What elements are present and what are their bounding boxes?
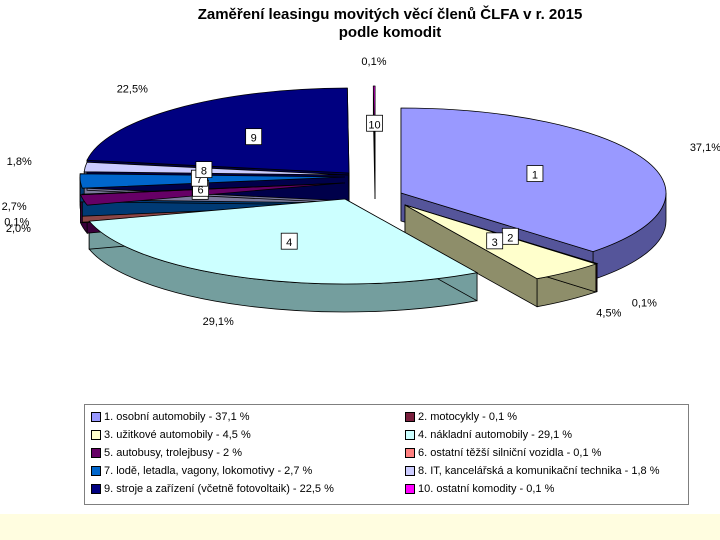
slice-value-label-2: 0,1% bbox=[632, 297, 657, 309]
slice-value-label-4: 29,1% bbox=[203, 316, 234, 328]
slice-number-9: 9 bbox=[251, 133, 257, 145]
legend-item-5: 5. autobusy, trolejbusy - 2 % bbox=[91, 444, 405, 462]
slice-number-2: 2 bbox=[507, 232, 513, 244]
slice-number-4: 4 bbox=[286, 237, 292, 249]
chart-title-line1: Zaměření leasingu movitých věcí členů ČL… bbox=[197, 6, 583, 23]
legend-label-2: 2. motocykly - 0,1 % bbox=[418, 411, 518, 423]
slice-number-box-3 bbox=[486, 232, 504, 250]
legend-label-8: 8. IT, kancelářská a komunikační technik… bbox=[418, 465, 660, 477]
pie-chart: 137,1%20,1%34,5%429,1%52,0%60,1%72,7%81,… bbox=[2, 56, 720, 328]
slice-number-box-9 bbox=[245, 128, 263, 146]
slice-number-7: 7 bbox=[196, 174, 202, 186]
slice-number-6: 6 bbox=[198, 184, 204, 196]
slice-value-label-10: 0,1% bbox=[361, 56, 386, 68]
legend-swatch-3 bbox=[91, 430, 101, 440]
legend-item-2: 2. motocykly - 0,1 % bbox=[405, 408, 688, 426]
legend-item-8: 8. IT, kancelářská a komunikační technik… bbox=[405, 462, 688, 480]
slice-number-box-8 bbox=[195, 161, 213, 179]
legend-label-5: 5. autobusy, trolejbusy - 2 % bbox=[104, 447, 242, 459]
slice-value-label-6: 0,1% bbox=[4, 216, 29, 228]
legend-label-3: 3. užitkové automobily - 4,5 % bbox=[104, 429, 251, 441]
legend-item-7: 7. lodě, letadla, vagony, lokomotivy - 2… bbox=[91, 462, 405, 480]
legend-swatch-9 bbox=[91, 484, 101, 494]
legend-swatch-2 bbox=[405, 412, 415, 422]
legend-swatch-5 bbox=[91, 448, 101, 458]
slice-value-label-8: 1,8% bbox=[7, 156, 32, 168]
slice-value-label-7: 2,7% bbox=[2, 201, 27, 213]
chart-title: Zaměření leasingu movitých věcí členů ČL… bbox=[0, 6, 720, 42]
legend-item-6: 6. ostatní těžší silniční vozidla - 0,1 … bbox=[405, 444, 688, 462]
pie-slice-7 bbox=[79, 173, 346, 189]
legend-label-6: 6. ostatní těžší silniční vozidla - 0,1 … bbox=[418, 447, 602, 459]
footer-band bbox=[0, 514, 720, 540]
legend-swatch-4 bbox=[405, 430, 415, 440]
slice-value-label-3: 4,5% bbox=[596, 308, 621, 320]
chart-title-line2: podle komodit bbox=[338, 24, 442, 41]
legend-item-10: 10. ostatní komodity - 0,1 % bbox=[405, 480, 688, 498]
legend-swatch-6 bbox=[405, 448, 415, 458]
legend-swatch-8 bbox=[405, 466, 415, 476]
legend-label-1: 1. osobní automobily - 37,1 % bbox=[104, 411, 250, 423]
pie-slice-8 bbox=[83, 161, 350, 176]
slice-number-10: 10 bbox=[368, 119, 380, 131]
legend-swatch-10 bbox=[405, 484, 415, 494]
slice-number-box-4 bbox=[280, 232, 298, 250]
pie-slice-6 bbox=[81, 182, 346, 196]
pie-labels: 137,1%20,1%34,5%429,1%52,0%60,1%72,7%81,… bbox=[2, 56, 720, 328]
slice-number-3: 3 bbox=[492, 237, 498, 249]
slice-value-label-1: 37,1% bbox=[690, 142, 720, 154]
slice-number-box-10 bbox=[366, 114, 383, 132]
legend-swatch-7 bbox=[91, 466, 101, 476]
legend-label-7: 7. lodě, letadla, vagony, lokomotivy - 2… bbox=[104, 465, 313, 477]
pie-slice-9 bbox=[86, 87, 350, 174]
chart-legend: 1. osobní automobily - 37,1 % 2. motocykl… bbox=[84, 404, 689, 505]
legend-item-9: 9. stroje a zařízení (včetně fotovoltaik… bbox=[91, 480, 405, 498]
legend-label-4: 4. nákladní automobily - 29,1 % bbox=[418, 429, 573, 441]
legend-item-4: 4. nákladní automobily - 29,1 % bbox=[405, 426, 688, 444]
slice-value-label-5: 2,0% bbox=[6, 223, 31, 235]
legend-label-10: 10. ostatní komodity - 0,1 % bbox=[418, 483, 555, 495]
slice-number-1: 1 bbox=[532, 170, 538, 182]
legend-item-3: 3. užitkové automobily - 4,5 % bbox=[91, 426, 405, 444]
slice-value-label-9: 22,5% bbox=[117, 84, 148, 96]
legend-swatch-1 bbox=[91, 412, 101, 422]
legend-item-1: 1. osobní automobily - 37,1 % bbox=[91, 408, 405, 426]
legend-label-9: 9. stroje a zařízení (včetně fotovoltaik… bbox=[104, 483, 334, 495]
pie-slice-5 bbox=[79, 182, 344, 206]
slice-number-8: 8 bbox=[201, 166, 207, 178]
slice-number-box-1 bbox=[526, 165, 544, 182]
